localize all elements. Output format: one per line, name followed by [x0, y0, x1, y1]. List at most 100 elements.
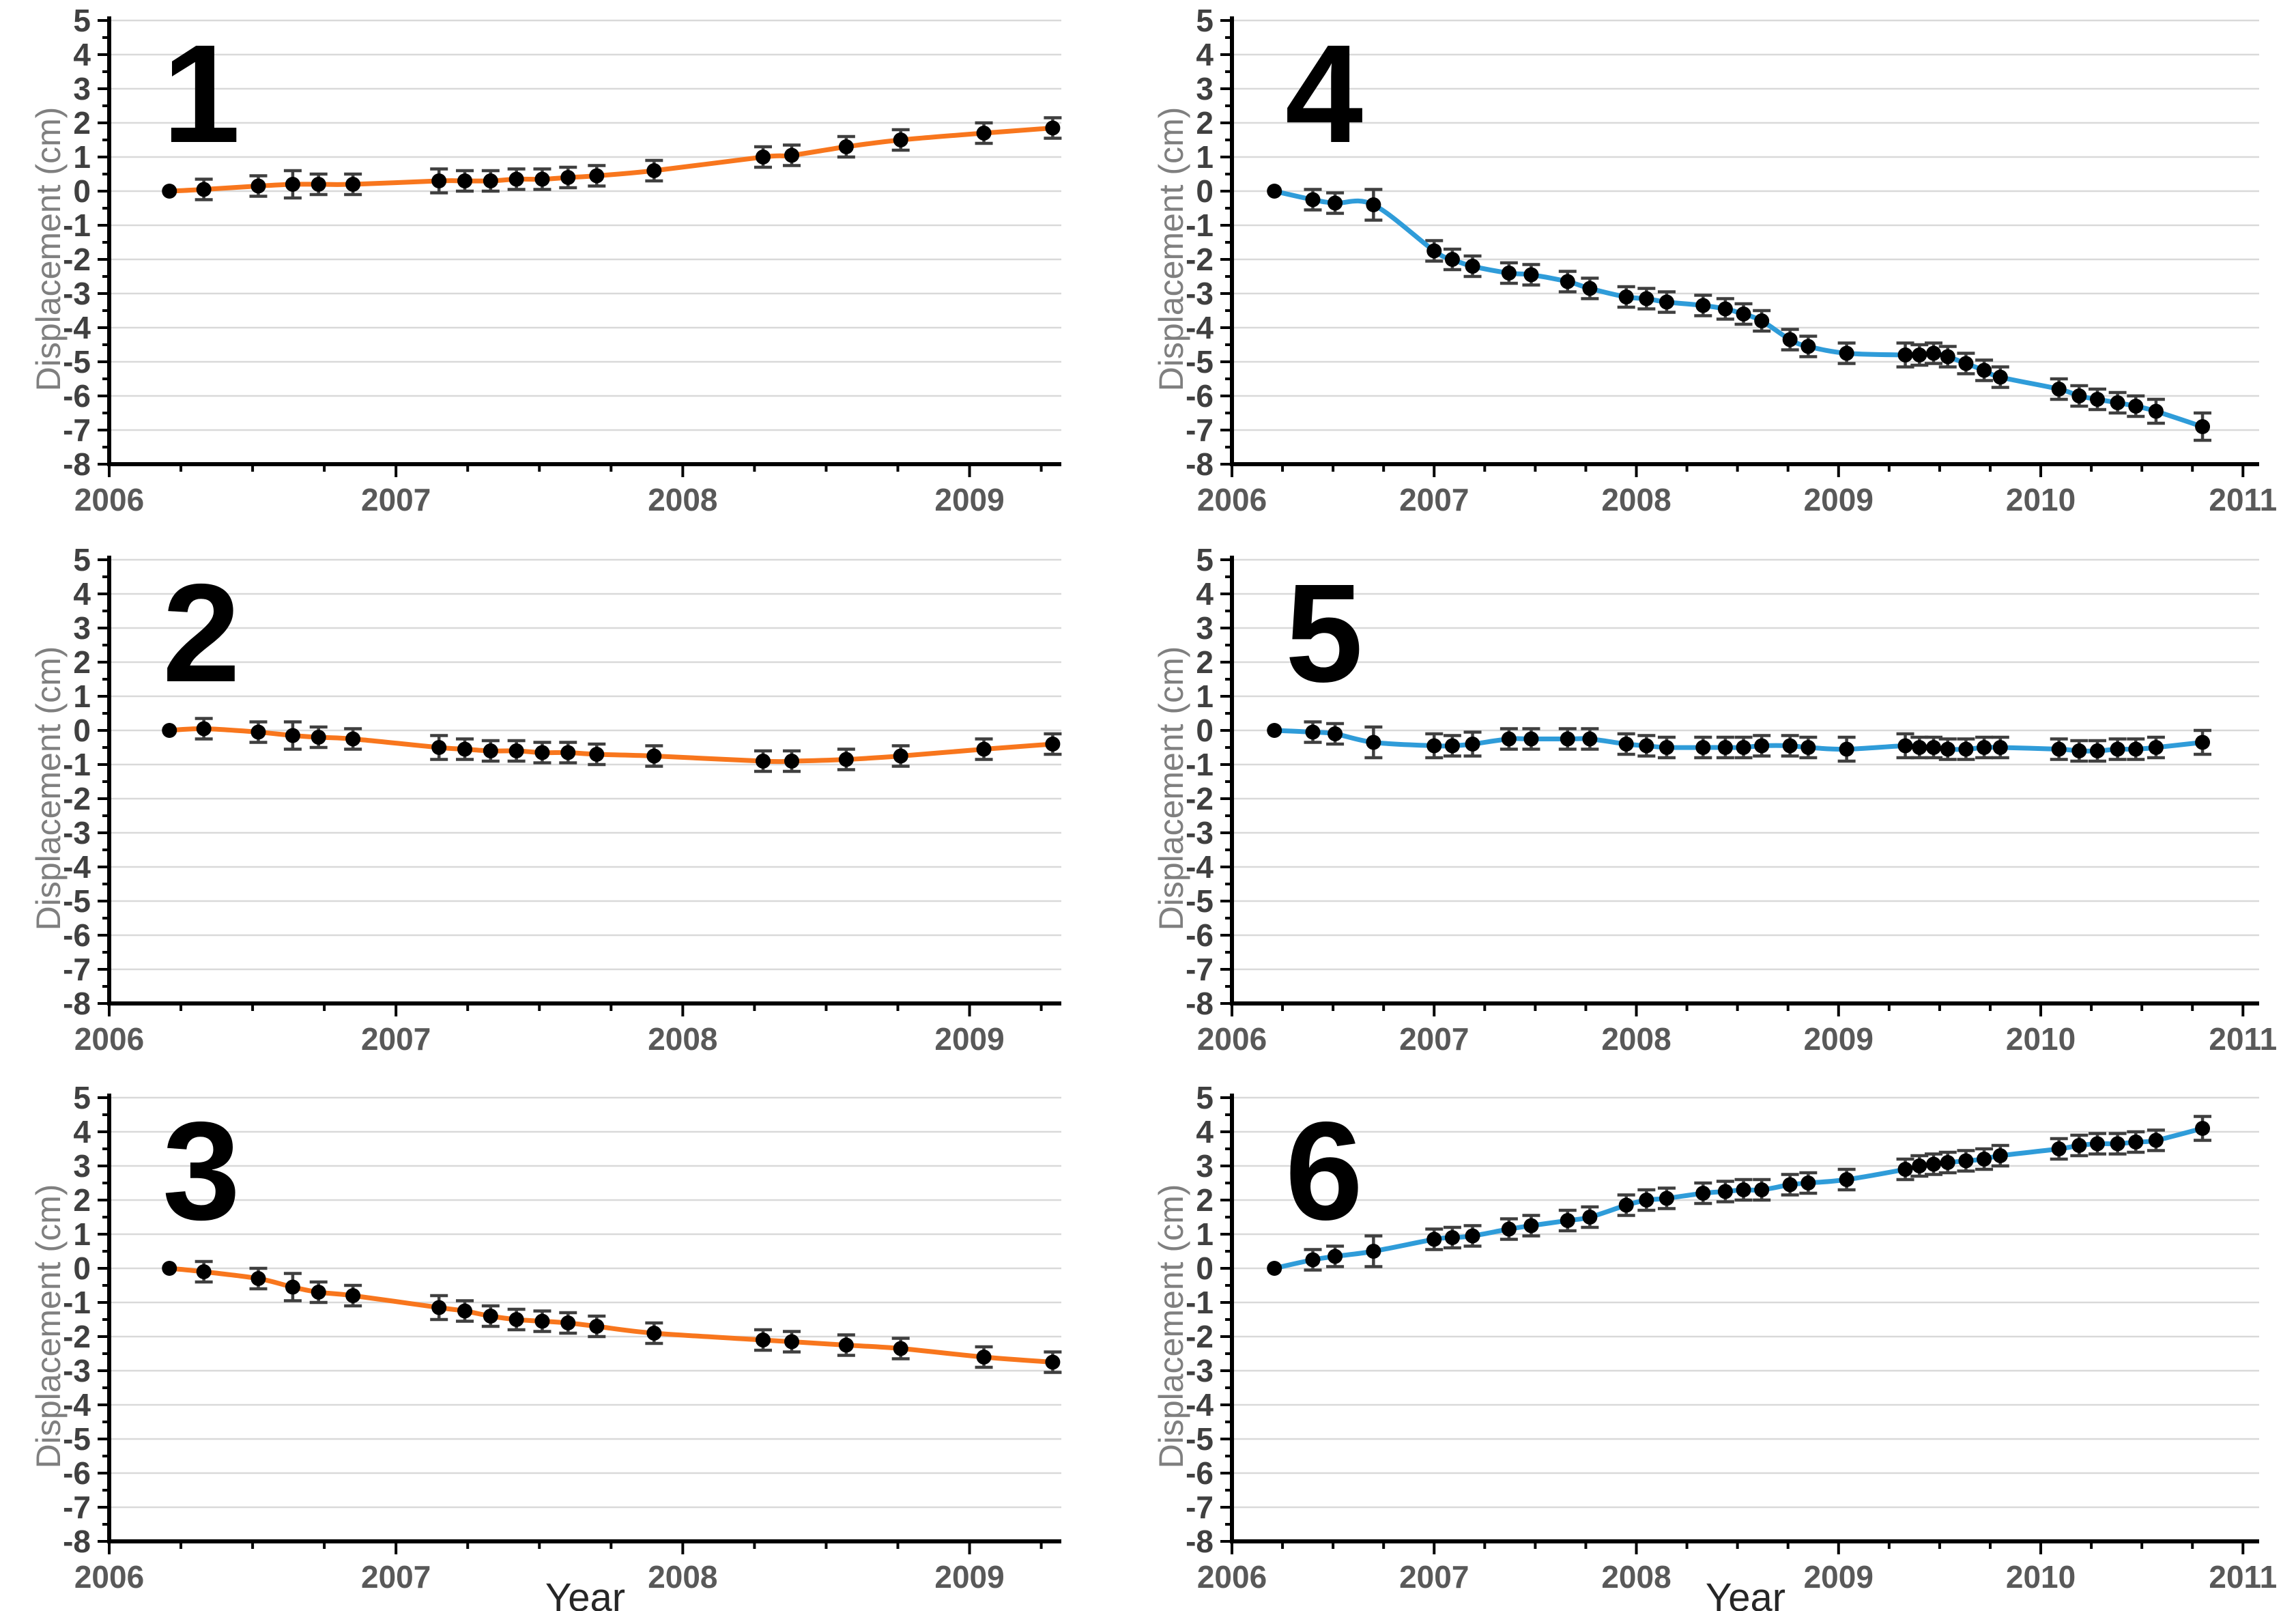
y-axis-title: Displacement (cm)	[29, 107, 68, 392]
y-tick-label: 0	[1196, 1251, 1214, 1286]
y-tick-label: -2	[1186, 1319, 1214, 1354]
y-tick-label: -1	[1186, 747, 1214, 782]
series-line	[167, 726, 1055, 765]
y-axis-title: Displacement (cm)	[29, 646, 68, 931]
data-point	[784, 147, 800, 163]
y-tick-label: -4	[63, 849, 91, 885]
x-tick-label: 2008	[648, 482, 717, 517]
data-point	[250, 724, 266, 740]
y-tick-label: -7	[1186, 952, 1214, 987]
y-tick-label: -7	[63, 412, 91, 448]
x-tick-label: 2008	[648, 1021, 717, 1057]
data-point	[2110, 395, 2125, 410]
y-tick-label: -8	[63, 1524, 91, 1559]
data-point	[311, 1285, 326, 1300]
y-tick-label: -8	[1186, 986, 1214, 1021]
data-point	[285, 177, 300, 192]
data-point	[893, 748, 908, 764]
y-axis-title: Displacement (cm)	[1152, 646, 1190, 931]
axes	[107, 556, 1061, 1006]
data-point	[1717, 301, 1733, 317]
data-point	[1958, 741, 1974, 757]
y-tick-label: -2	[63, 1319, 91, 1354]
y-tick-label: 1	[73, 679, 91, 714]
x-tick-label: 2010	[2006, 1021, 2076, 1057]
y-tick-label: -1	[1186, 1285, 1214, 1320]
data-point	[1444, 738, 1460, 754]
data-point	[162, 723, 177, 738]
y-tick-label: -7	[63, 1489, 91, 1525]
y-tick-label: -6	[63, 1455, 91, 1491]
data-points	[162, 120, 1061, 199]
data-point	[457, 173, 473, 188]
data-point	[1618, 289, 1634, 304]
data-point	[1639, 291, 1654, 306]
error-bars	[195, 1259, 1062, 1374]
data-point	[838, 139, 854, 154]
y-tick-label: -5	[63, 883, 91, 919]
chart-number: 1	[162, 16, 240, 172]
y-tick-label: 5	[73, 3, 91, 38]
y-tick-label: -5	[63, 344, 91, 380]
x-ticks: 2006 2007 2008 2009	[74, 1003, 1043, 1057]
data-point	[1366, 735, 1381, 750]
x-tick-label: 2010	[2006, 1559, 2076, 1595]
data-point	[1560, 731, 1575, 747]
data-point	[1897, 738, 1913, 754]
y-tick-label: 0	[1196, 713, 1214, 748]
y-tick-label: -7	[63, 952, 91, 987]
data-point	[1800, 1175, 1816, 1191]
data-point	[1639, 738, 1654, 754]
y-tick-label: -8	[1186, 446, 1214, 482]
data-point	[431, 1300, 447, 1315]
y-tick-label: 4	[73, 576, 91, 612]
data-point	[1977, 362, 1992, 378]
data-point	[1045, 737, 1061, 752]
y-tick-label: -7	[1186, 1489, 1214, 1525]
y-tick-label: 4	[1196, 576, 1214, 612]
data-point	[250, 178, 266, 194]
data-point	[1958, 1153, 1974, 1169]
data-point	[1839, 1172, 1854, 1187]
chart-number: 3	[162, 1093, 240, 1249]
x-ticks: 2006 2007 2008 2009 2010 2011	[1197, 464, 2277, 517]
data-point	[1582, 281, 1598, 296]
data-point	[2051, 1141, 2067, 1156]
y-tick-label: -6	[63, 378, 91, 414]
axes	[107, 16, 1061, 466]
data-point	[589, 1319, 605, 1334]
data-point	[1912, 1158, 1927, 1173]
data-point	[1267, 723, 1282, 738]
data-point	[508, 171, 524, 187]
data-point	[1426, 1231, 1442, 1247]
data-point	[784, 754, 800, 769]
x-tick-label: 2009	[1804, 1021, 1874, 1057]
data-point	[1426, 738, 1442, 754]
data-point	[250, 1271, 266, 1286]
data-point	[756, 754, 771, 769]
data-point	[1977, 1152, 1992, 1167]
x-tick-label: 2009	[934, 1559, 1004, 1595]
y-tick-label: 0	[73, 713, 91, 748]
data-point	[1465, 1228, 1480, 1244]
y-tick-label: -8	[63, 446, 91, 482]
data-point	[1582, 1210, 1598, 1225]
data-point	[1328, 1249, 1343, 1264]
data-point	[483, 1309, 498, 1324]
data-point	[2110, 741, 2125, 757]
y-tick-label: 1	[1196, 1216, 1214, 1252]
y-tick-label: 4	[1196, 1114, 1214, 1150]
data-point	[756, 149, 771, 165]
data-point	[589, 747, 605, 762]
y-tick-label: 3	[1196, 71, 1214, 106]
x-tick-label: 2008	[1601, 1559, 1671, 1595]
data-point	[838, 1337, 854, 1353]
gridlines	[1232, 19, 2259, 431]
data-point	[285, 1279, 300, 1295]
data-point	[457, 1303, 473, 1319]
data-points	[162, 721, 1061, 769]
data-point	[893, 1341, 908, 1356]
data-point	[646, 1326, 662, 1341]
data-point	[1800, 339, 1816, 354]
